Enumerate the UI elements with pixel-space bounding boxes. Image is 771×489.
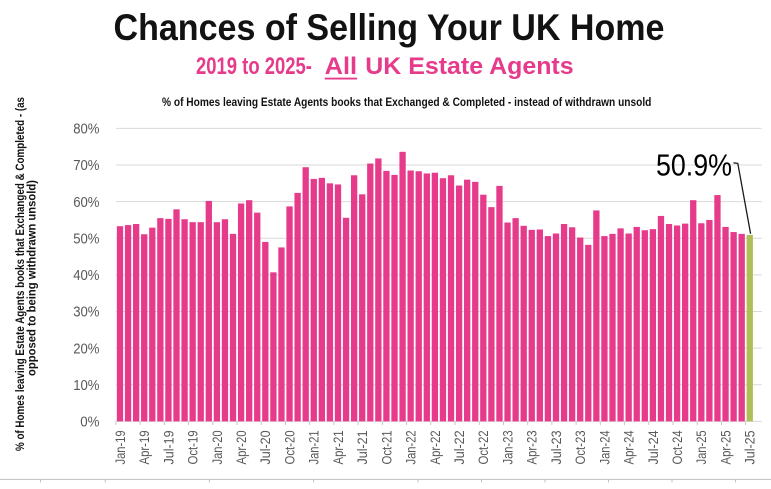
svg-text:20%: 20% (73, 341, 99, 357)
svg-text:Apr-24: Apr-24 (622, 430, 637, 465)
svg-text:60%: 60% (73, 195, 99, 211)
svg-text:Oct-23: Oct-23 (573, 430, 588, 464)
svg-text:% of Homes leaving Estate Agen: % of Homes leaving Estate Agents books t… (15, 97, 27, 451)
svg-text:Jul-20: Jul-20 (258, 430, 273, 464)
svg-text:Apr-25: Apr-25 (718, 430, 733, 464)
svg-text:80%: 80% (73, 122, 99, 138)
svg-text:UK Estate Agents: UK Estate Agents (365, 53, 573, 80)
svg-text:Oct-21: Oct-21 (379, 430, 394, 464)
svg-text:Jan-23: Jan-23 (500, 430, 515, 464)
svg-text:Oct-20: Oct-20 (282, 430, 297, 464)
svg-text:Jul-23: Jul-23 (549, 430, 564, 464)
svg-text:All: All (325, 53, 357, 80)
svg-text:Jul-21: Jul-21 (355, 430, 370, 464)
svg-text:Jan-20: Jan-20 (210, 430, 225, 464)
svg-text:70%: 70% (73, 158, 99, 174)
svg-text:Oct-22: Oct-22 (476, 430, 491, 464)
svg-text:Jan-24: Jan-24 (597, 430, 612, 465)
svg-text:% of Homes leaving Estate Agen: % of Homes leaving Estate Agents books t… (162, 95, 651, 109)
svg-text:Apr-21: Apr-21 (331, 430, 346, 464)
svg-text:2019 to 2025-: 2019 to 2025- (196, 53, 312, 80)
svg-text:Jul-24: Jul-24 (646, 430, 661, 465)
svg-text:40%: 40% (73, 268, 99, 284)
svg-text:Oct-24: Oct-24 (670, 430, 685, 465)
svg-text:Apr-20: Apr-20 (234, 430, 249, 464)
svg-text:opposed to being withdrawn uns: opposed to being withdrawn unsold) (27, 180, 39, 376)
svg-text:0%: 0% (80, 415, 99, 431)
svg-text:50.9%: 50.9% (656, 148, 732, 183)
svg-text:Apr-19: Apr-19 (137, 430, 152, 464)
svg-text:Jan-19: Jan-19 (113, 430, 128, 464)
svg-text:Apr-23: Apr-23 (525, 430, 540, 464)
svg-text:Chances of Selling Your UK Hom: Chances of Selling Your UK Home (114, 7, 665, 48)
svg-text:Jul-19: Jul-19 (161, 430, 176, 464)
svg-text:Oct-19: Oct-19 (186, 430, 201, 464)
svg-text:50%: 50% (73, 231, 99, 247)
svg-text:Jan-21: Jan-21 (307, 430, 322, 464)
svg-text:Jul-22: Jul-22 (452, 430, 467, 464)
svg-text:Jan-22: Jan-22 (404, 430, 419, 464)
svg-text:30%: 30% (73, 305, 99, 321)
svg-text:10%: 10% (73, 378, 99, 394)
svg-text:Jan-25: Jan-25 (694, 430, 709, 464)
svg-text:Apr-22: Apr-22 (428, 430, 443, 464)
svg-text:Jul-25: Jul-25 (743, 430, 758, 464)
